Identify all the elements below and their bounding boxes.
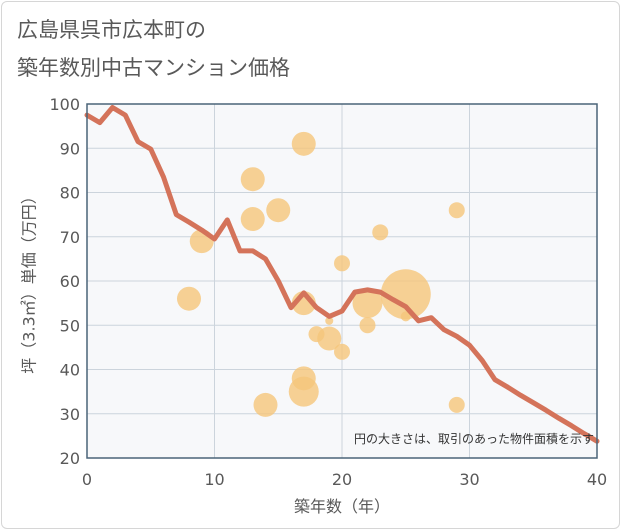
bubble-layer — [177, 131, 465, 417]
bubble-point — [177, 286, 201, 311]
bubble-point — [240, 167, 265, 192]
bubble-point — [317, 326, 342, 351]
bubble-point — [266, 198, 291, 223]
y-tick-label: 90 — [60, 139, 80, 158]
x-tick-label: 40 — [587, 470, 607, 489]
y-tick-label: 100 — [49, 95, 80, 114]
bubble-point — [334, 255, 350, 272]
y-tick-label: 30 — [60, 405, 80, 424]
y-tick-label: 60 — [60, 272, 80, 291]
bubble-point — [253, 392, 278, 417]
bubble-point — [448, 202, 465, 219]
y-tick-label: 80 — [60, 184, 80, 203]
y-tick-labels: 20 30 40 50 60 70 80 90 100 — [49, 95, 80, 468]
bubble-point — [325, 316, 334, 325]
y-axis-label: 坪（3.3㎡）単価（万円） — [20, 188, 39, 373]
size-note: 円の大きさは、取引のあった物件面積を示す — [354, 431, 594, 446]
bubble-point — [334, 343, 350, 360]
bubble-point — [448, 396, 465, 413]
x-axis-label: 築年数（年） — [294, 497, 390, 516]
y-tick-label: 40 — [60, 361, 80, 380]
plot-frame — [86, 103, 598, 459]
x-tick-label: 0 — [82, 470, 92, 489]
bubble-point — [380, 269, 431, 320]
chart-title-line1: 広島県呉市広本町の — [17, 18, 206, 42]
chart-title-line2: 築年数別中古マンション価格 — [17, 56, 290, 80]
y-tick-label: 70 — [60, 228, 80, 247]
y-tick-label: 20 — [60, 449, 80, 468]
bubble-point — [359, 317, 376, 334]
x-tick-label: 10 — [204, 470, 224, 489]
bubble-point — [240, 207, 265, 232]
x-tick-label: 30 — [459, 470, 479, 489]
bubble-point — [352, 288, 383, 319]
x-tick-label: 20 — [332, 470, 352, 489]
line-layer — [84, 105, 600, 444]
average-price-line — [84, 105, 600, 444]
y-tick-label: 50 — [60, 316, 80, 335]
x-tick-labels: 0 10 20 30 40 — [82, 470, 607, 489]
bubble-point — [288, 376, 319, 407]
bubble-point — [372, 224, 389, 241]
bubble-point — [291, 131, 316, 156]
bubble-point — [400, 311, 411, 322]
